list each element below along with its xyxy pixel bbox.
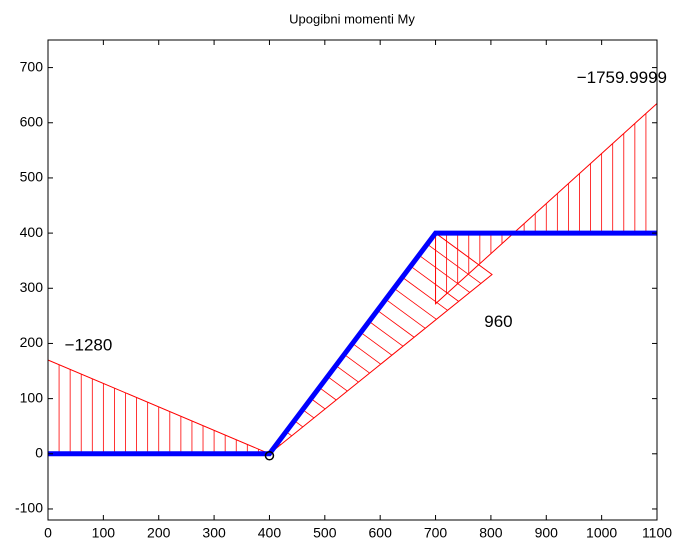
y-tick-label: 200 xyxy=(20,334,44,350)
chart-title: Upogibni momenti My xyxy=(289,11,415,26)
y-tick-label: 300 xyxy=(20,279,44,295)
y-tick-label: 600 xyxy=(20,113,44,129)
axes-box xyxy=(47,39,658,521)
x-tick-label: 500 xyxy=(313,525,337,541)
hatch xyxy=(310,398,326,410)
x-tick-label: 900 xyxy=(535,525,559,541)
hatch xyxy=(343,354,370,374)
hatch xyxy=(327,376,348,392)
y-tick-label: 0 xyxy=(35,444,43,460)
hatch xyxy=(427,243,482,284)
annotation: 960 xyxy=(484,312,512,331)
frame-line xyxy=(48,230,657,457)
x-tick-label: 100 xyxy=(92,525,116,541)
hatch xyxy=(352,343,381,365)
x-tick-label: 0 xyxy=(44,525,52,541)
hatch xyxy=(360,332,393,356)
annotation: −1759.9999 xyxy=(577,68,667,87)
annotation: −1280 xyxy=(65,336,113,355)
hatch xyxy=(402,276,448,311)
hatch xyxy=(393,287,437,320)
hatch xyxy=(319,387,337,401)
x-tick-label: 800 xyxy=(479,525,503,541)
hatch xyxy=(410,265,459,302)
hatch xyxy=(377,310,415,338)
y-tick-label: 400 xyxy=(20,224,44,240)
x-tick-label: 1100 xyxy=(642,525,672,541)
x-tick-label: 1000 xyxy=(586,525,617,541)
hatch xyxy=(418,254,470,293)
y-tick-label: 100 xyxy=(20,389,44,405)
x-tick-label: 600 xyxy=(369,525,393,541)
x-tick-label: 400 xyxy=(258,525,282,541)
y-tick-label: -100 xyxy=(15,500,43,516)
y-tick-label: 500 xyxy=(20,169,44,185)
hatch xyxy=(335,365,359,383)
x-tick-label: 300 xyxy=(202,525,226,541)
x-tick-label: 200 xyxy=(147,525,171,541)
x-tick-label: 700 xyxy=(424,525,448,541)
hatch xyxy=(385,298,426,329)
y-tick-label: 700 xyxy=(20,58,44,74)
hatch xyxy=(368,321,404,347)
hinge xyxy=(264,451,275,461)
